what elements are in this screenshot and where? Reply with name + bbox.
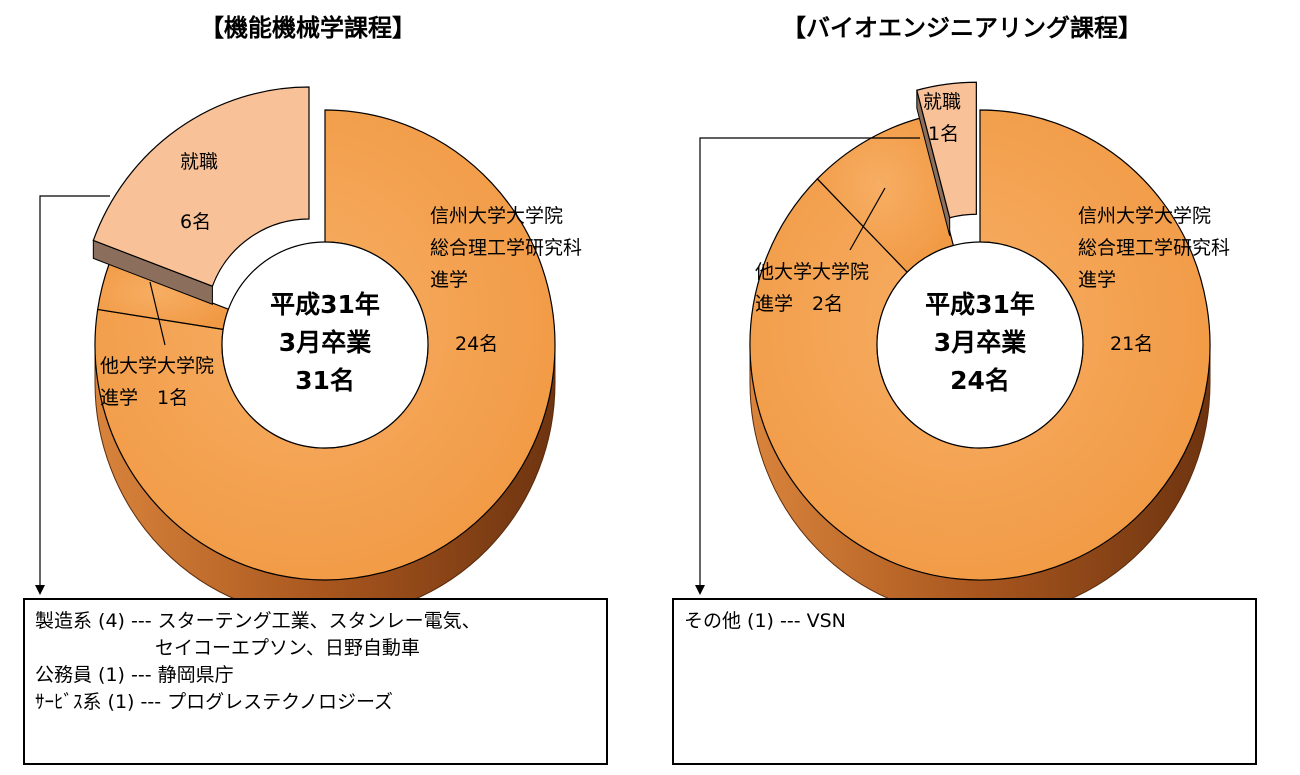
- slice-label: 総合理工学研究科: [1078, 237, 1230, 259]
- center-label: 3月卒業: [934, 328, 1026, 357]
- note-line: ｻｰﾋﾞｽ系 (1) --- プログレステクノロジーズ: [35, 691, 394, 713]
- slice-value-label: 1名: [928, 123, 959, 145]
- slice-label: 信州大学大学院: [430, 205, 563, 227]
- center-label: 3月卒業: [279, 328, 371, 357]
- pie-slice: [92, 86, 310, 288]
- chart-title-mechanical: 【機能機械学課程】: [200, 14, 416, 42]
- slice-label: 進学 1名: [100, 387, 188, 409]
- slice-label: 就職: [180, 151, 218, 173]
- slice-label: 進学: [430, 269, 468, 291]
- slice-value-label: 21名: [1110, 333, 1153, 355]
- leader-line: [149, 281, 166, 346]
- doughnut-hole: [876, 241, 1084, 449]
- slice-value-label: 6名: [180, 211, 211, 233]
- chart-title-bioengineering: 【バイオエンジニアリング課程】: [782, 14, 1142, 42]
- slice-label: 総合理工学研究科: [430, 237, 582, 259]
- slice-label: 進学 2名: [755, 293, 843, 315]
- center-label: 平成31年: [925, 290, 1035, 319]
- slice-label: 他大学大学院: [755, 261, 869, 283]
- note-line: その他 (1) --- VSN: [684, 610, 846, 632]
- arrow-head-icon: [35, 585, 45, 595]
- note-line: 公務員 (1) --- 静岡県庁: [35, 664, 234, 686]
- slice-label: 信州大学大学院: [1078, 205, 1211, 227]
- doughnut-chart: [35, 86, 556, 619]
- leader-line: [849, 187, 886, 251]
- center-label: 24名: [950, 366, 1010, 395]
- arrow-head-icon: [695, 585, 705, 595]
- connector-line: [699, 137, 920, 587]
- doughnut-chart: [695, 81, 1211, 619]
- note-line: 製造系 (4) --- スターテング工業、スタンレー電気、: [35, 610, 481, 632]
- pie-slice: [916, 81, 977, 219]
- slice-label: 進学: [1078, 269, 1116, 291]
- note-line: セイコーエプソン、日野自動車: [35, 637, 420, 659]
- slice-value-label: 24名: [455, 333, 498, 355]
- center-label: 平成31年: [270, 290, 380, 319]
- connector-line: [39, 195, 110, 587]
- doughnut-hole: [221, 241, 429, 449]
- slice-label: 他大学大学院: [100, 355, 214, 377]
- employment-note-mechanical: 製造系 (4) --- スターテング工業、スタンレー電気、 セイコーエプソン、日…: [23, 598, 608, 765]
- slice-label: 就職: [923, 91, 961, 113]
- employment-note-bioengineering: その他 (1) --- VSN: [672, 598, 1257, 765]
- center-label: 31名: [295, 366, 355, 395]
